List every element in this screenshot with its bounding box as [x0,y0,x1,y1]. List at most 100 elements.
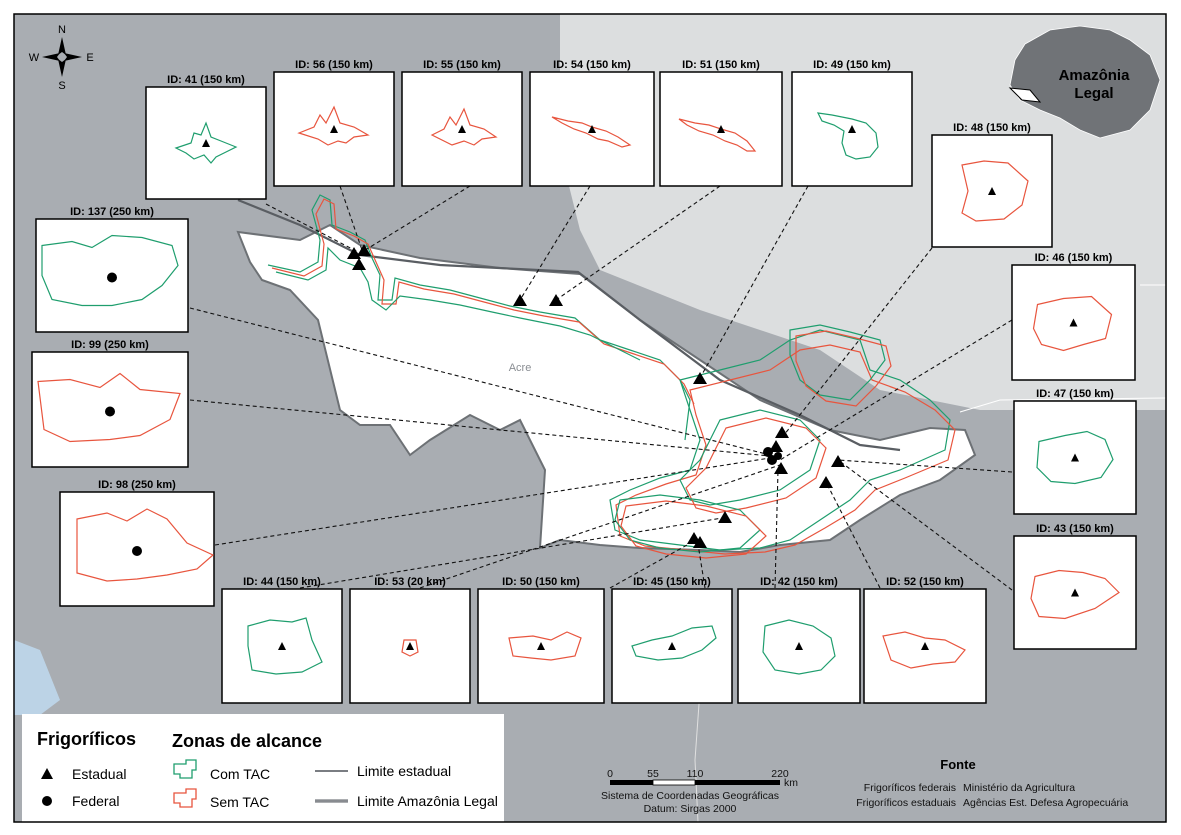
leader-48 [779,247,933,441]
legend-com-tac-label: Com TAC [210,766,270,782]
inset-estadual-marker [921,642,929,650]
scale-tick-0: 0 [607,768,613,780]
inset-estadual-marker [202,139,210,147]
fonte-row2-label: Frigoríficos estaduais [856,797,956,809]
zone-lines-main [267,194,956,559]
inset-estadual-marker [795,642,803,650]
inset-title: ID: 47 (150 km) [1036,388,1114,400]
inset-panel: ID: 98 (250 km) [59,479,215,607]
inset-zone-outline [76,508,215,582]
marker-estadual [693,536,707,548]
inset-panel: ID: 45 (150 km) [611,576,733,704]
marker-estadual [718,511,732,523]
inset-title: ID: 45 (150 km) [633,576,711,588]
leader-41 [265,203,359,253]
zone-line-north-green [267,194,691,441]
inset-panel: ID: 51 (150 km) [659,59,783,187]
inset-title: ID: 55 (150 km) [423,59,501,71]
leader-98 [214,457,771,546]
inset-title: ID: 56 (150 km) [295,59,373,71]
inset-panel: ID: 137 (250 km) [35,206,189,333]
fonte-title: Fonte [940,757,975,772]
inset-panel: ID: 44 (150 km) [221,576,343,704]
leader-49 [699,185,809,379]
inset-panel: ID: 50 (150 km) [477,576,605,704]
zone-line-north-green-2 [275,246,641,361]
inset-estadual-marker [458,125,466,133]
inset-estadual-marker [1071,588,1079,597]
inset-title: ID: 50 (150 km) [502,576,580,588]
scale-crs-line2: Datum: Sirgas 2000 [644,803,737,815]
leader-45 [697,543,706,589]
inset-title: ID: 137 (250 km) [70,206,154,218]
inset-title: ID: 99 (250 km) [71,339,149,351]
inset-estadual-marker [537,642,545,650]
inset-panel: ID: 46 (150 km) [1011,252,1136,381]
zone-cluster-inner-green [679,409,821,506]
inset-estadual-marker [848,125,856,133]
zone-cluster-south-red [620,500,767,559]
zone-cluster-east-red [615,344,956,555]
inset-panel: ID: 52 (150 km) [863,576,987,704]
inset-estadual-marker [717,125,725,133]
inset-estadual-marker [406,642,414,650]
inset-federal-marker [107,272,117,283]
compass-n: N [58,24,66,36]
leader-lines [189,185,1013,591]
inset-title: ID: 98 (250 km) [98,479,176,491]
compass-west-arrow [42,53,60,61]
acre-label: Acre [509,362,532,374]
scale-seg-1 [610,780,653,785]
scale-bar: 0 55 110 220 km Sistema de Coordenadas G… [601,768,798,815]
leader-53 [419,464,781,589]
compass-w: W [29,52,40,64]
inset-zone-outline [401,639,419,657]
marker-estadual [357,244,371,256]
scale-seg-2 [652,779,696,786]
map-frame [13,13,1167,823]
inset-panels: ID: 41 (150 km) ID: 56 (150 km) ID: 55 (15… [31,59,1137,704]
legend-sem-tac-icon [173,788,197,808]
inset-zone-outline [430,107,498,146]
inset-estadual-marker [988,187,996,195]
inset-zone-outline [678,118,757,152]
inset-estadual-marker [330,125,338,133]
inset-panel: ID: 99 (250 km) [31,339,189,468]
inset-title: ID: 54 (150 km) [553,59,631,71]
scale-tick-110: 110 [687,768,704,780]
inset-zone-outline [174,121,238,164]
marker-estadual [831,455,845,467]
legend: Frigoríficos Estadual Federal Zonas de a… [22,714,504,822]
inset-zone-outline [631,625,717,661]
leader-50 [609,539,697,589]
marker-federal [774,452,782,460]
scale-unit: km [784,777,798,789]
legend-federal-icon [42,796,52,806]
fonte-row1-label: Frigoríficos federais [864,782,956,794]
legend-federal-label: Federal [72,793,119,809]
inset-zone-outline [762,619,836,675]
legend-frigorificos-title: Frigoríficos [37,729,136,749]
inset-title: ID: 48 (150 km) [953,122,1031,134]
inset-federal-marker [132,546,142,556]
inset-zone-outline [1032,295,1113,352]
inset-title: ID: 53 (20 km) [374,576,446,588]
legend-estadual-icon [41,768,53,779]
locator-map: Amazônia Legal [1008,25,1161,139]
legend-limite-amazonia-label: Limite Amazônia Legal [357,793,498,809]
marker-estadual [775,426,789,438]
fonte-row2-value: Agências Est. Defesa Agropecuária [963,797,1128,809]
inset-zone-outline [882,631,966,669]
inset-zone-outline [297,105,370,146]
inset-zone-outline [41,234,179,307]
scale-tick-220: 220 [771,768,789,780]
inset-panel: ID: 55 (150 km) [401,59,523,187]
inset-title: ID: 41 (150 km) [167,74,245,86]
inset-zone-outline [816,112,879,160]
legend-limite-estadual-label: Limite estadual [357,763,451,779]
inset-title: ID: 44 (150 km) [243,576,321,588]
marker-estadual [347,247,361,259]
inset-panel: ID: 47 (150 km) [1013,388,1137,515]
marker-federal [763,447,773,457]
lake-region [14,640,60,715]
